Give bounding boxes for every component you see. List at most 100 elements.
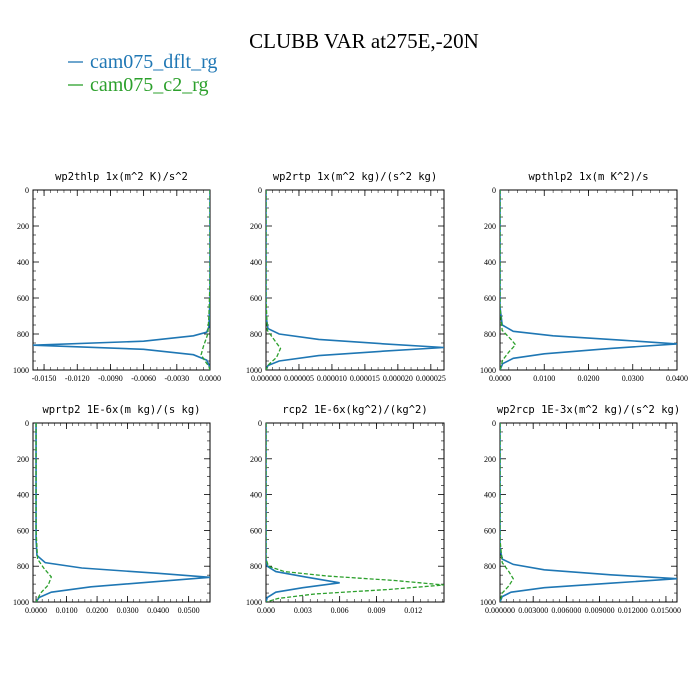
plot-frame [265,189,445,371]
y-tick-label: 1000 [13,366,29,375]
x-tick-label: -0.0060 [131,374,156,383]
x-tick-label: 0.000025 [416,374,446,383]
y-tick-label: 200 [17,222,29,231]
x-tick-label: 0.0000 [489,374,511,383]
x-tick-label: 0.015000 [651,606,681,615]
y-tick-label: 800 [17,562,29,571]
panel-4: wprtp2 1E-6x(m kg)/(s kg) 0 200 400 600 800 10… [13,404,211,615]
y-tick-label: 800 [250,330,262,339]
x-tick-label: 0.009000 [585,606,615,615]
series-line-c2 [35,423,53,602]
series-line-dflt [266,423,340,602]
y-tick-label: 200 [17,455,29,464]
series-line-c2 [266,423,444,602]
x-tick-label: 0.006 [331,606,349,615]
y-tick-label: 0 [492,186,496,195]
plot-frame [499,422,678,603]
y-tick-label: 1000 [246,366,262,375]
x-tick-label: 0.0500 [178,606,200,615]
y-tick-label: 800 [484,330,496,339]
x-tick-label: 0.000000 [485,606,515,615]
x-tick-label: 0.0200 [578,374,600,383]
y-tick-label: 600 [250,526,262,535]
x-tick-label: 0.012 [404,606,422,615]
panel-5: rcp2 1E-6x(kg^2)/(kg^2) 0 200 400 600 800 1000… [246,404,445,615]
y-tick-label: 800 [484,562,496,571]
x-tick-label: 0.000000 [251,374,281,383]
x-tick-label: 0.0000 [25,606,47,615]
y-tick-label: 0 [258,419,262,428]
y-tick-label: 200 [484,455,496,464]
panel-3: wpthlp2 1x(m K^2)/s 0 200 400 600 800 10000.00… [480,171,688,383]
y-tick-label: 600 [17,526,29,535]
panels: wp2thlp 1x(m^2 K)/s^202004006008001000-0… [13,171,688,615]
panel-title: wp2rtp 1x(m^2 kg)/(s^2 kg) [273,171,437,183]
y-tick-label: 400 [17,258,29,267]
panel-title: wpthlp2 1x(m K^2)/s [528,171,648,183]
x-tick-label: 0.0300 [117,606,139,615]
y-tick-label: 600 [484,294,496,303]
x-tick-label: 0.0100 [533,374,555,383]
y-tick-label: 600 [250,294,262,303]
y-tick-label: 400 [484,258,496,267]
figure-title: CLUBB VAR at275E,-20N [249,29,479,53]
x-tick-label: 0.000 [257,606,275,615]
y-tick-label: 400 [250,491,262,500]
x-tick-label: 0.009 [367,606,385,615]
series-line-dflt [35,423,210,602]
y-tick-label: 400 [484,491,496,500]
series-line-c2 [500,423,515,602]
y-tick-label: 1000 [246,598,262,607]
y-tick-label: 400 [250,258,262,267]
y-tick-label: 200 [484,222,496,231]
x-tick-label: 0.0200 [86,606,108,615]
panel-1: wp2thlp 1x(m^2 K)/s^202004006008001000-0… [13,171,221,383]
panel-title: wp2thlp 1x(m^2 K)/s^2 [55,171,188,183]
panel-6: wp2rcp 1E-3x(m^2 kg)/(s^2 kg)0 200 400 600 8… [480,404,681,615]
y-tick-label: 400 [17,491,29,500]
y-tick-label: 0 [492,419,496,428]
x-tick-label: -0.0150 [32,374,57,383]
x-tick-label: 0.006000 [551,606,581,615]
x-tick-label: 0.003 [294,606,312,615]
panel-title: wp2rcp 1E-3x(m^2 kg)/(s^2 kg) [497,404,680,416]
y-tick-label: 600 [484,526,496,535]
series-line-dflt [33,190,210,370]
y-tick-label: 200 [250,455,262,464]
x-tick-label: 0.0400 [666,374,688,383]
y-tick-label: 600 [17,294,29,303]
plot-frame [32,189,211,371]
y-tick-label: 200 [250,222,262,231]
y-tick-label: 0 [25,419,29,428]
y-tick-label: 1000 [13,598,29,607]
panel-title: wprtp2 1E-6x(m kg)/(s kg) [42,404,200,416]
y-tick-label: 0 [258,186,262,195]
x-tick-label: -0.0030 [164,374,189,383]
x-tick-label: 0.000005 [284,374,314,383]
y-tick-label: 0 [25,186,29,195]
x-tick-label: 0.000015 [350,374,380,383]
y-tick-label: 800 [17,330,29,339]
series-line-dflt [500,423,677,602]
y-tick-label: 1000 [480,366,496,375]
plot-frame [499,189,678,371]
series-line-dflt [266,190,444,370]
panel-title: rcp2 1E-6x(kg^2)/(kg^2) [282,404,427,416]
x-tick-label: 0.000020 [383,374,413,383]
legend-label-dflt: cam075_dflt_rg [90,51,217,73]
x-tick-label: 0.0300 [622,374,644,383]
series-line-dflt [500,190,677,370]
legend: cam075_dflt_rg cam075_c2_rg [68,51,217,96]
x-tick-label: 0.003000 [518,606,548,615]
x-tick-label: -0.0090 [98,374,123,383]
series-line-c2 [500,190,517,370]
legend-label-c2: cam075_c2_rg [90,74,209,96]
x-tick-label: 0.0400 [147,606,169,615]
panel-2: wp2rtp 1x(m^2 kg)/(s^2 kg) 0 200 400 600 800 1… [246,171,446,383]
x-tick-label: 0.012000 [618,606,648,615]
y-tick-label: 800 [250,562,262,571]
x-tick-label: 0.0100 [56,606,78,615]
series-line-c2 [266,190,282,370]
series-line-c2 [200,190,210,370]
